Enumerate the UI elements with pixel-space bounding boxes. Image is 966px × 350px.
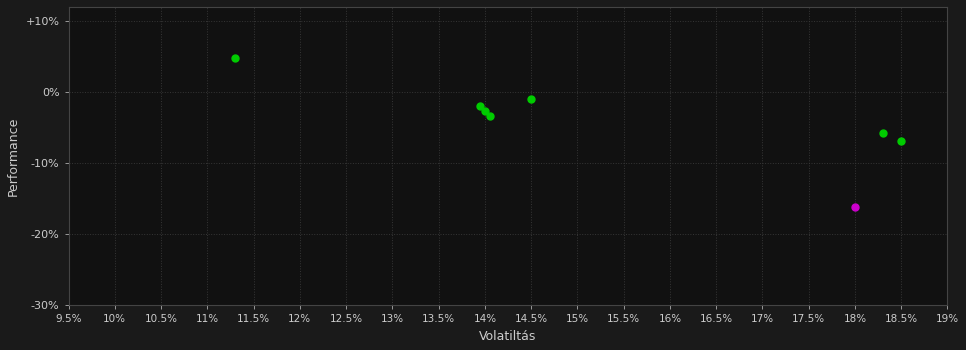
Point [524,97,539,102]
Point [227,55,242,61]
Point [472,104,488,109]
Y-axis label: Performance: Performance [7,117,20,196]
Point [477,108,493,114]
Point [894,138,909,144]
Point [482,113,497,119]
Point [875,131,891,136]
X-axis label: Volatiltás: Volatiltás [479,330,537,343]
Point [847,205,863,210]
